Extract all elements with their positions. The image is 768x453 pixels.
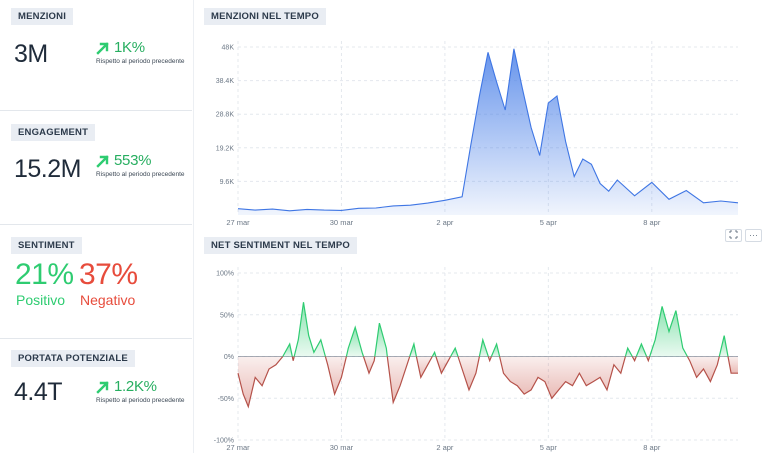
y-tick-label: 28.8K xyxy=(216,112,235,119)
x-tick-label: 2 apr xyxy=(436,218,454,227)
y-tick-label: -50% xyxy=(218,396,234,403)
negative-area xyxy=(458,356,480,390)
positive-line xyxy=(635,342,648,357)
negative-line xyxy=(362,356,376,375)
y-tick-label: 9.6K xyxy=(220,179,235,186)
negative-line xyxy=(499,356,626,400)
positive-area xyxy=(719,335,728,357)
x-tick-label: 5 apr xyxy=(540,218,558,227)
positive-line xyxy=(345,325,365,357)
trend-up-icon xyxy=(96,381,109,394)
section-divider xyxy=(0,338,192,339)
positive-area xyxy=(374,323,388,357)
positive-area xyxy=(479,339,489,357)
trend-up-icon xyxy=(96,42,109,55)
negative-line xyxy=(686,356,720,383)
positive-area xyxy=(491,344,500,357)
mentions-value: 3M xyxy=(14,40,48,68)
positive-line xyxy=(431,350,437,357)
negative-area xyxy=(435,356,451,374)
negative-line xyxy=(631,356,637,363)
positive-area xyxy=(636,344,647,357)
negative-area xyxy=(387,356,410,403)
positive-line xyxy=(624,346,633,357)
positive-line xyxy=(490,342,501,357)
engagement-value: 15.2M xyxy=(14,155,81,183)
positive-area xyxy=(346,327,364,357)
expand-icon xyxy=(729,230,738,239)
negative-line xyxy=(237,356,284,409)
negative-area xyxy=(363,356,375,374)
sentiment-negative-label: Negativo xyxy=(80,292,136,308)
reach-delta-label: Rispetto al periodo precedente xyxy=(96,397,185,404)
sentiment-positive-value: 21% xyxy=(15,258,74,291)
positive-area xyxy=(294,302,326,357)
positive-line xyxy=(649,306,688,357)
mentions-chart-title: MENZIONI NEL TEMPO xyxy=(204,8,326,25)
negative-line xyxy=(386,356,411,405)
positive-line xyxy=(409,341,417,357)
positive-line xyxy=(718,335,729,357)
mentions-line xyxy=(237,48,739,212)
positive-line xyxy=(374,322,388,357)
x-tick-label: 27 mar xyxy=(226,443,250,452)
mentions-title: MENZIONI xyxy=(11,8,74,25)
y-tick-label: 50% xyxy=(220,312,234,319)
engagement-title: ENGAGEMENT xyxy=(11,124,96,141)
reach-title: PORTATA POTENZIALE xyxy=(11,350,135,367)
negative-area xyxy=(499,356,626,399)
x-tick-label: 5 apr xyxy=(540,443,558,452)
negative-line xyxy=(457,356,480,392)
x-tick-label: 27 mar xyxy=(226,218,250,227)
trend-up-icon xyxy=(96,155,109,168)
positive-line xyxy=(282,342,293,357)
y-tick-label: 48K xyxy=(222,45,235,52)
y-tick-label: 100% xyxy=(216,271,234,278)
engagement-delta-value: 553% xyxy=(114,152,152,169)
reach-value: 4.4T xyxy=(14,378,63,406)
reach-delta-value: 1.2K% xyxy=(114,378,157,395)
sentiment-title: SENTIMENT xyxy=(11,237,82,254)
section-divider xyxy=(0,110,192,111)
positive-line xyxy=(293,302,326,357)
negative-line xyxy=(415,356,433,380)
more-options-button[interactable]: ··· xyxy=(745,229,762,242)
positive-area xyxy=(450,348,458,357)
mentions-delta-value: 1K% xyxy=(114,39,145,56)
mentions-delta-label: Rispetto al periodo precedente xyxy=(96,58,185,65)
sentiment-chart-title: NET SENTIMENT NEL TEMPO xyxy=(204,237,358,254)
y-tick-label: 0% xyxy=(224,354,234,361)
negative-line xyxy=(487,356,492,363)
sentiment-negative-value: 37% xyxy=(79,258,138,291)
mentions-area xyxy=(238,48,738,215)
engagement-delta-label: Rispetto al periodo precedente xyxy=(96,171,185,178)
negative-area xyxy=(416,356,433,378)
x-tick-label: 8 apr xyxy=(643,218,661,227)
mentions-chart: 27 mar 30 mar 2 apr 5 apr 8 apr 9.6K 19.2K 28.8… xyxy=(216,41,739,227)
x-tick-label: 8 apr xyxy=(643,443,661,452)
negative-line xyxy=(646,356,651,363)
negative-line xyxy=(435,356,452,375)
section-divider xyxy=(0,224,192,225)
x-tick-label: 30 mar xyxy=(330,218,354,227)
negative-line xyxy=(727,356,738,374)
y-tick-label: 38.4K xyxy=(216,78,235,85)
panel-divider xyxy=(193,0,194,453)
negative-line xyxy=(324,356,347,397)
x-tick-label: 2 apr xyxy=(436,443,454,452)
negative-line xyxy=(291,356,295,361)
negative-area xyxy=(238,356,283,407)
sentiment-chart: 27 mar 30 mar 2 apr 5 apr 8 apr -100% -50% 0% 50… xyxy=(214,267,738,452)
sentiment-positive-label: Positivo xyxy=(16,292,66,308)
positive-line xyxy=(450,346,459,357)
y-tick-label: -100% xyxy=(214,438,234,445)
positive-line xyxy=(478,337,489,357)
more-icon: ··· xyxy=(749,230,758,240)
negative-area xyxy=(325,356,347,395)
expand-button[interactable] xyxy=(725,229,742,242)
y-tick-label: 19.2K xyxy=(216,145,235,152)
x-tick-label: 30 mar xyxy=(330,443,354,452)
